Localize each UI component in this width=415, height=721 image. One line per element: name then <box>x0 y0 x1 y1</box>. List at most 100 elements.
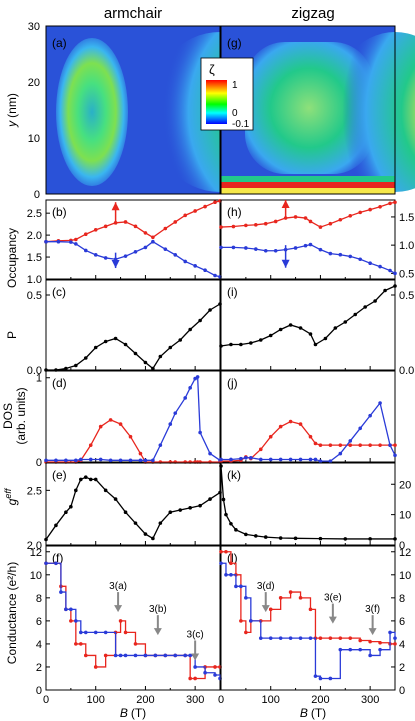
series-point-0 <box>298 326 303 330</box>
series-point-0 <box>263 221 268 226</box>
series-point-0 <box>278 327 283 332</box>
series-point-0 <box>393 200 397 205</box>
ylabel-occupancy: Occupancy <box>5 228 19 288</box>
series-point-0 <box>213 200 217 204</box>
series-point-0 <box>368 639 372 644</box>
series-point-0 <box>173 220 178 224</box>
series-point-0 <box>263 535 268 539</box>
y-tick-label: 1.0 <box>399 240 414 252</box>
panel-label-a: (a) <box>52 36 67 50</box>
series-point-1 <box>173 653 178 658</box>
series-point-1 <box>318 247 323 252</box>
heatmap-ylabel: y (nm) <box>5 93 19 128</box>
series-point-0 <box>273 219 278 224</box>
series-point-1 <box>183 653 187 658</box>
series-line-0 <box>45 200 221 243</box>
series-point-0 <box>254 534 258 538</box>
x-tick-label: 100 <box>87 694 105 706</box>
ylabel-conductance: Conductance (e²/h) <box>5 562 19 664</box>
y-tick-label: 10 <box>399 570 411 582</box>
series-point-1 <box>234 584 238 589</box>
series-point-0 <box>254 223 258 227</box>
panel-label: (c) <box>52 285 66 299</box>
series-point-1 <box>393 453 397 458</box>
panel-label: (i) <box>227 285 238 299</box>
y-tick-label: 0.5 <box>399 290 414 302</box>
series-point-0 <box>288 323 293 327</box>
series-point-0 <box>343 320 348 324</box>
ylabel-dos: DOS <box>1 403 15 429</box>
series-point-0 <box>143 532 148 536</box>
series-point-0 <box>318 225 323 229</box>
series-point-0 <box>229 342 233 347</box>
series-point-0 <box>128 434 133 439</box>
series-point-0 <box>353 312 358 317</box>
panel-frame <box>220 279 396 371</box>
series-point-1 <box>328 251 333 256</box>
series-line-0 <box>220 465 395 540</box>
series-point-0 <box>193 209 197 213</box>
line-panels: (b) 1.0 1.5 2.0 2.5 (h) 0.5 1.0 1.5 (c) 0.0 0.5 (i) 0… <box>27 199 414 706</box>
y-tick-label: 10 <box>30 570 42 582</box>
xlabel-zigzag: B (T) <box>300 706 326 720</box>
panel-frame <box>45 279 221 371</box>
series-point-0 <box>193 676 197 681</box>
series-point-1 <box>213 273 217 278</box>
series-point-0 <box>318 443 323 447</box>
series-line-0 <box>46 419 220 463</box>
series-point-1 <box>368 413 372 418</box>
series-point-0 <box>268 434 273 439</box>
series-point-0 <box>249 341 253 345</box>
series-point-1 <box>368 653 372 658</box>
series-point-0 <box>123 342 128 347</box>
panel-frame <box>220 462 396 546</box>
series-point-1 <box>88 457 93 462</box>
series-point-1 <box>298 457 303 462</box>
y-tick-label: 2.0 <box>27 540 42 552</box>
series-point-1 <box>203 670 207 675</box>
annotation-arrow-head <box>261 605 270 613</box>
series-point-0 <box>113 336 118 341</box>
series-point-1 <box>338 647 343 652</box>
panel-label: (l) <box>227 551 238 565</box>
series-point-1 <box>64 458 68 463</box>
annotation-arrow-head <box>153 628 162 636</box>
x-tick-label: 100 <box>262 694 280 706</box>
x-tick-label: 300 <box>361 694 379 706</box>
series-point-1 <box>244 455 248 460</box>
series-line-0 <box>220 201 396 228</box>
series-point-0 <box>383 288 387 293</box>
series-point-1 <box>168 422 173 426</box>
series-point-0 <box>118 619 123 623</box>
series-point-1 <box>229 573 233 577</box>
series-line-1 <box>46 375 221 461</box>
series-point-0 <box>123 630 128 635</box>
series-point-0 <box>83 356 88 360</box>
series-point-0 <box>98 424 103 429</box>
series-point-1 <box>219 561 223 566</box>
series-point-0 <box>93 228 98 232</box>
series-point-0 <box>293 215 298 219</box>
xlabel-armchair-symbol: B <box>120 706 128 720</box>
y-tick-label: 4 <box>399 639 405 651</box>
panel-h: (h) 0.5 1.0 1.5 <box>219 199 414 280</box>
series-point-1 <box>358 426 363 431</box>
spin-arrow-head-0 <box>281 200 290 208</box>
panel-d: (d) 0 1 <box>36 370 222 469</box>
series-point-1 <box>163 247 168 251</box>
panel-label: (j) <box>227 376 238 390</box>
heatmap-g-edge-green <box>221 176 395 182</box>
series-point-1 <box>278 636 283 640</box>
series-point-1 <box>229 457 233 462</box>
series-point-0 <box>378 204 382 209</box>
series-point-0 <box>103 224 108 229</box>
series-point-0 <box>168 510 173 514</box>
series-point-1 <box>79 457 83 462</box>
series-point-0 <box>188 676 192 681</box>
series-point-1 <box>293 246 298 250</box>
series-point-1 <box>268 636 273 640</box>
spin-arrow-head-0 <box>111 202 120 211</box>
y-tick-label: 0 <box>36 457 42 469</box>
y-tick-label: 10 <box>399 510 411 522</box>
series-point-1 <box>56 239 61 244</box>
